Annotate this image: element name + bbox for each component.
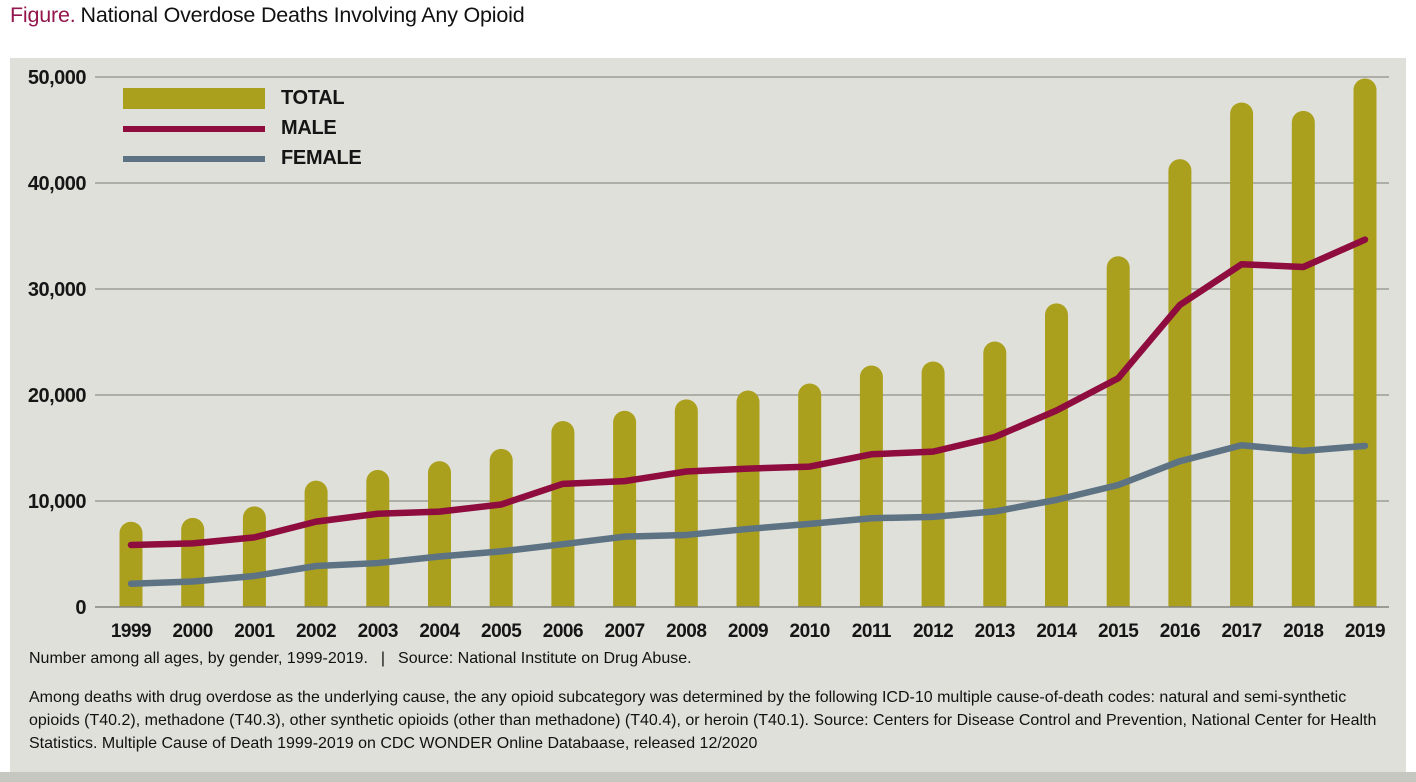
legend-item-male: MALE: [123, 117, 361, 139]
svg-text:50,000: 50,000: [28, 67, 87, 89]
svg-text:2018: 2018: [1283, 621, 1323, 642]
svg-text:2010: 2010: [790, 621, 830, 642]
svg-text:2008: 2008: [666, 621, 706, 642]
svg-text:2009: 2009: [728, 621, 768, 642]
legend-label-total: TOTAL: [281, 87, 345, 109]
chart-legend: TOTAL MALE FEMALE: [123, 87, 362, 169]
svg-text:2015: 2015: [1098, 621, 1139, 642]
page-bottom-edge: [0, 772, 1416, 782]
svg-text:2001: 2001: [234, 621, 275, 642]
svg-text:2002: 2002: [296, 621, 336, 642]
chart-panel: 0 10,000 20,000 30,000 40,000 50,000 1999 2000 2…: [10, 58, 1406, 772]
figure-label: Figure.: [10, 3, 76, 27]
svg-text:2007: 2007: [604, 621, 644, 642]
svg-text:2004: 2004: [419, 621, 460, 642]
legend-item-female: FEMALE: [123, 147, 362, 169]
svg-text:2017: 2017: [1221, 621, 1261, 642]
svg-text:2005: 2005: [481, 621, 522, 642]
caption-source: Source: National Institute on Drug Abuse…: [398, 650, 692, 667]
overdose-chart: 0 10,000 20,000 30,000 40,000 50,000 1999 2000 2…: [28, 67, 1389, 642]
svg-text:2006: 2006: [543, 621, 583, 642]
total-bar-swatch: [123, 88, 265, 109]
svg-text:2000: 2000: [173, 621, 213, 642]
female-line-swatch: [123, 155, 265, 162]
svg-text:2014: 2014: [1036, 621, 1077, 642]
svg-text:2003: 2003: [358, 621, 398, 642]
legend-label-male: MALE: [281, 117, 337, 139]
male-line-swatch: [123, 125, 265, 132]
svg-text:2012: 2012: [913, 621, 953, 642]
svg-text:2019: 2019: [1345, 621, 1385, 642]
legend-label-female: FEMALE: [281, 147, 362, 169]
svg-text:1999: 1999: [111, 621, 151, 642]
svg-text:30,000: 30,000: [28, 279, 87, 301]
caption-separator: |: [380, 650, 386, 667]
svg-text:20,000: 20,000: [28, 385, 87, 407]
figure-title: Figure. National Overdose Deaths Involvin…: [10, 3, 525, 28]
caption-note: Number among all ages, by gender, 1999-2…: [29, 650, 368, 667]
legend-item-total: TOTAL: [123, 87, 361, 109]
svg-text:10,000: 10,000: [28, 491, 87, 513]
svg-text:2016: 2016: [1160, 621, 1200, 642]
svg-text:40,000: 40,000: [28, 173, 87, 195]
methodology-note: Among deaths with drug overdose as the u…: [29, 689, 1377, 752]
svg-text:0: 0: [75, 597, 86, 619]
svg-text:2013: 2013: [975, 621, 1015, 642]
svg-text:2011: 2011: [852, 621, 892, 642]
title-text: National Overdose Deaths Involving Any O…: [80, 3, 525, 27]
caption: Number among all ages, by gender, 1999-2…: [29, 650, 692, 668]
